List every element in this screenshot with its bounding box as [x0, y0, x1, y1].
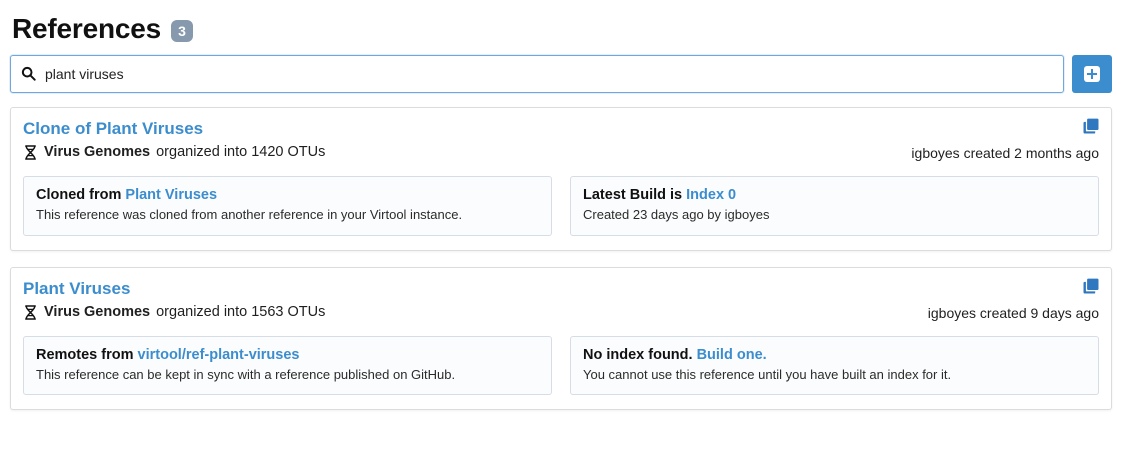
reference-card-header-left: Plant Viruses Virus Genomes organ	[23, 278, 325, 322]
reference-card-header: Clone of Plant Viruses Virus Genomes	[23, 118, 1099, 162]
reference-info-box-left: Cloned from Plant Viruses This reference…	[23, 175, 552, 236]
dna-icon	[23, 144, 38, 160]
info-right-title-link[interactable]: Build one.	[696, 346, 767, 363]
reference-otu-summary: organized into 1420 OTUs	[156, 144, 326, 161]
page-title: References	[12, 13, 161, 44]
info-left-title-link[interactable]: virtool/ref-plant-viruses	[137, 346, 300, 363]
info-right-title-link[interactable]: Index 0	[686, 186, 737, 203]
reference-list: Clone of Plant Viruses Virus Genomes	[10, 106, 1112, 411]
reference-meta: Virus Genomes organized into 1563 OTUs	[23, 303, 325, 322]
reference-otu-summary: organized into 1563 OTUs	[156, 303, 326, 320]
reference-card[interactable]: Plant Viruses Virus Genomes organ	[10, 266, 1112, 411]
dna-icon	[23, 304, 38, 320]
info-right-title-prefix: No index found.	[583, 346, 693, 363]
clone-icon[interactable]	[1083, 118, 1099, 139]
reference-data-type: Virus Genomes	[44, 144, 151, 161]
reference-created-text: igboyes created 9 days ago	[927, 304, 1099, 321]
reference-card[interactable]: Clone of Plant Viruses Virus Genomes	[10, 106, 1112, 251]
search-input[interactable]	[45, 55, 1063, 92]
search-field-wrapper[interactable]	[10, 54, 1064, 93]
info-left-title-prefix: Remotes from	[36, 346, 134, 363]
info-left-title-prefix: Cloned from	[36, 186, 122, 203]
reference-info-row: Cloned from Plant Viruses This reference…	[23, 175, 1099, 236]
info-right-title: Latest Build is Index 0	[583, 186, 1086, 206]
info-left-subtitle: This reference was cloned from another r…	[36, 207, 463, 223]
reference-name-link[interactable]: Plant Viruses	[23, 278, 131, 298]
info-right-title: No index found. Build one.	[583, 346, 1086, 366]
reference-info-box-left: Remotes from virtool/ref-plant-viruses T…	[23, 335, 552, 396]
reference-meta: Virus Genomes organized into 1420 OTUs	[23, 143, 325, 162]
reference-count-badge: 3	[170, 20, 193, 43]
add-reference-button[interactable]	[1072, 54, 1112, 93]
reference-created-text: igboyes created 2 months ago	[911, 144, 1099, 161]
info-left-title: Cloned from Plant Viruses	[36, 186, 539, 206]
reference-info-box-right: Latest Build is Index 0 Created 23 days …	[570, 175, 1099, 236]
reference-info-box-right: No index found. Build one. You cannot us…	[570, 335, 1099, 396]
reference-data-type: Virus Genomes	[44, 303, 151, 320]
page-header: References 3	[10, 0, 1112, 55]
clone-icon[interactable]	[1083, 278, 1099, 299]
reference-card-header: Plant Viruses Virus Genomes organ	[23, 278, 1099, 322]
info-left-subtitle: This reference can be kept in sync with …	[36, 367, 456, 383]
reference-name-link[interactable]: Clone of Plant Viruses	[23, 118, 204, 138]
info-left-title: Remotes from virtool/ref-plant-viruses	[36, 346, 539, 366]
reference-card-header-right: igboyes created 9 days ago	[928, 278, 1099, 321]
info-right-title-prefix: Latest Build is	[583, 186, 683, 203]
info-right-subtitle: Created 23 days ago by igboyes	[583, 207, 770, 223]
search-toolbar	[10, 54, 1112, 93]
reference-info-row: Remotes from virtool/ref-plant-viruses T…	[23, 335, 1099, 396]
info-right-subtitle: You cannot use this reference until you …	[583, 367, 952, 383]
info-left-title-link[interactable]: Plant Viruses	[125, 186, 218, 203]
search-icon	[11, 66, 45, 81]
reference-card-header-left: Clone of Plant Viruses Virus Genomes	[23, 118, 325, 162]
reference-card-header-right: igboyes created 2 months ago	[911, 118, 1099, 161]
plus-square-icon	[1084, 65, 1100, 82]
